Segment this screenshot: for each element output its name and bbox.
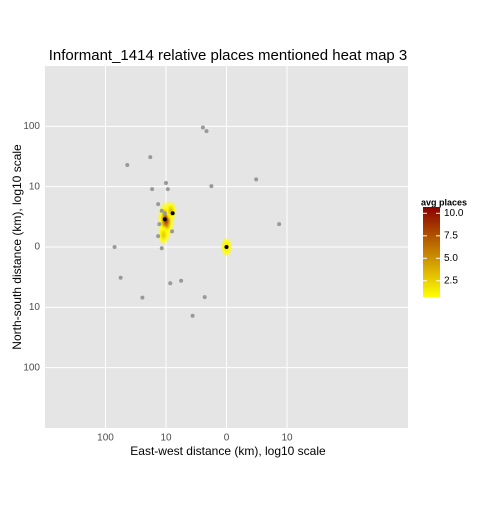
point [162,211,167,216]
point [179,278,184,283]
point [157,222,162,227]
point [204,129,209,134]
point [140,295,145,300]
x-tick-label: 0 [224,433,230,444]
point [277,222,282,227]
point [209,184,214,189]
point [224,245,229,249]
colorbar [423,207,440,297]
point [156,202,161,207]
heat-blob [157,224,170,245]
chart-title: Informant_1414 relative places mentioned… [49,47,408,64]
point [159,208,164,213]
y-tick-label: 100 [23,121,40,132]
point [156,234,161,239]
point [125,162,130,167]
point [118,275,123,280]
y-tick-label: 0 [34,242,40,253]
x-tick-label: 10 [160,433,172,444]
colorbar-label: 2.5 [444,275,458,286]
colorbar-label: 5.0 [444,253,458,264]
point [190,313,195,318]
y-tick-label: 100 [23,362,40,373]
point [162,217,167,222]
point [150,187,155,192]
heat-blob [164,200,177,221]
point [148,155,153,160]
point [170,229,175,234]
y-tick-label: 10 [29,302,41,313]
point [200,125,205,130]
x-tick-label: 10 [281,433,293,444]
point [254,177,259,182]
colorbar-label: 7.5 [444,230,458,241]
point [170,211,175,216]
y-tick-label: 10 [29,181,41,192]
x-tick-label: 100 [97,433,114,444]
point [164,181,168,186]
colorbar-label: 10.0 [444,208,464,219]
x-axis-label: East-west distance (km), log10 scale [130,444,326,458]
legend-title: avg places [421,197,467,207]
point [202,295,207,300]
y-axis-label: North-south distance (km), log10 scale [10,144,24,350]
point [112,245,117,249]
point [168,281,173,286]
point [165,187,170,192]
point [159,246,164,251]
